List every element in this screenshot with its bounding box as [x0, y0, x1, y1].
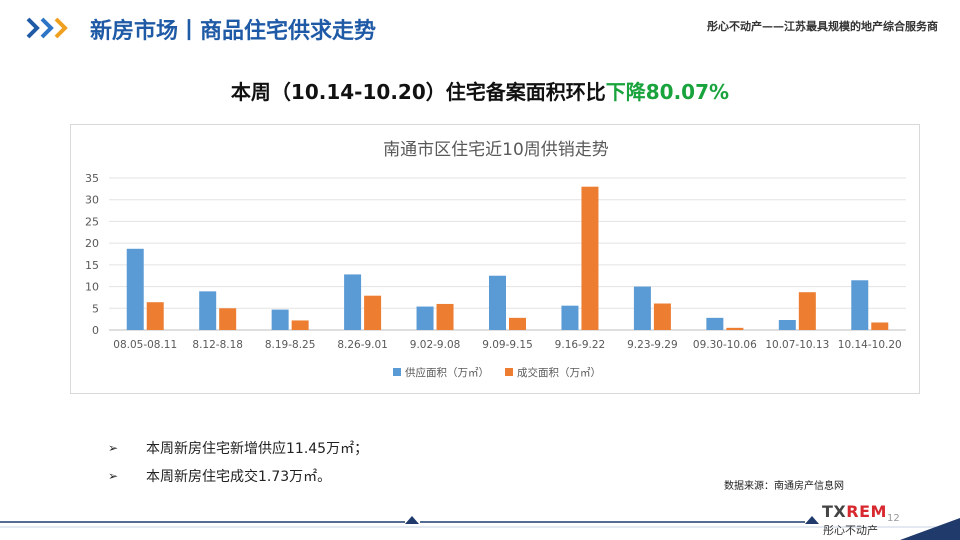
y-tick-label: 20 [85, 237, 99, 250]
y-tick-label: 10 [85, 281, 99, 294]
bar-supply [416, 306, 434, 330]
page-number: 12 [887, 513, 900, 524]
company-logo: TXREM [822, 502, 887, 521]
footer-decoration [0, 516, 960, 540]
bar-sales [726, 327, 744, 330]
legend-label: 供应面积（万㎡） [405, 366, 489, 379]
bar-supply [344, 274, 362, 330]
headline: 本周（10.14-10.20）住宅备案面积环比下降80.07% [0, 76, 960, 105]
data-source: 数据来源：南通房产信息网 [724, 481, 844, 492]
chart-legend: 供应面积（万㎡） 成交面积（万㎡） [393, 366, 601, 379]
bar-chart: 南通市区住宅近10周供销走势 0 5 10 15 20 25 30 35 08.05-08.1… [85, 140, 906, 379]
x-tick-label: 08.05-08.11 [113, 339, 177, 351]
x-tick-label: 9.23-9.29 [627, 339, 678, 351]
x-tick-label: 09.30-10.06 [693, 339, 757, 351]
x-tick-label: 8.12-8.18 [192, 339, 243, 351]
bullet-item: ➢ 本周新房住宅成交1.73万㎡。 [108, 462, 368, 490]
y-tick-label: 35 [85, 172, 99, 185]
bar-sales [581, 186, 599, 330]
header: 新房市场丨商品住宅供求走势 彤心不动产——江苏最具规模的地产综合服务商 [0, 0, 960, 58]
bar-supply [126, 248, 144, 330]
company-logo-text: 彤心不动产 [823, 524, 878, 537]
headline-highlight: 下降80.07% [605, 80, 730, 104]
bar-sales [653, 303, 671, 330]
bar-sales [219, 308, 237, 330]
bar-sales [291, 320, 309, 330]
bar-sales [364, 295, 382, 330]
bullet-text: 本周新房住宅新增供应11.45万㎡； [146, 441, 369, 457]
bar-supply [706, 317, 724, 330]
bar-sales [436, 303, 454, 330]
bar-supply [561, 305, 579, 330]
x-tick-label: 10.14-10.20 [838, 339, 902, 351]
bar-supply [851, 280, 869, 330]
chart-title: 南通市区住宅近10周供销走势 [383, 140, 609, 160]
bar-supply [199, 291, 217, 330]
bullet-item: ➢ 本周新房住宅新增供应11.45万㎡； [108, 434, 368, 462]
x-tick-label: 10.07-10.13 [765, 339, 829, 351]
legend-swatch [393, 368, 401, 376]
y-tick-label: 5 [92, 302, 99, 315]
chart-container: 南通市区住宅近10周供销走势 0 5 10 15 20 25 30 35 08.05-08.1… [70, 124, 920, 394]
bar-supply [633, 286, 651, 330]
bullet-arrow-icon: ➢ [108, 441, 119, 455]
bar-supply [778, 320, 796, 330]
bar-sales [509, 317, 526, 330]
y-tick-label: 30 [85, 194, 99, 207]
bullet-arrow-icon: ➢ [108, 469, 119, 483]
chart-bars [126, 186, 889, 330]
bar-sales [871, 322, 889, 330]
y-axis: 0 5 10 15 20 25 30 35 [85, 172, 99, 337]
bar-sales [798, 292, 816, 330]
chart-gridlines [109, 177, 906, 331]
y-tick-label: 25 [85, 215, 99, 228]
x-tick-label: 8.19-8.25 [265, 339, 316, 351]
x-tick-label: 9.02-9.08 [410, 339, 461, 351]
page-title: 新房市场丨商品住宅供求走势 [90, 19, 377, 44]
bar-supply [489, 275, 506, 330]
bar-supply [271, 309, 289, 330]
chevron-right-icon [26, 17, 68, 39]
x-tick-label: 9.09-9.15 [482, 339, 533, 351]
bullet-text: 本周新房住宅成交1.73万㎡。 [146, 469, 332, 485]
company-slogan: 彤心不动产——江苏最具规模的地产综合服务商 [707, 20, 938, 33]
bar-sales [146, 302, 164, 330]
x-tick-label: 8.26-9.01 [337, 339, 388, 351]
bullet-list: ➢ 本周新房住宅新增供应11.45万㎡； ➢ 本周新房住宅成交1.73万㎡。 [108, 434, 368, 490]
legend-label: 成交面积（万㎡） [517, 366, 601, 379]
headline-text: 本周（10.14-10.20）住宅备案面积环比 [230, 80, 606, 104]
x-tick-label: 9.16-9.22 [555, 339, 606, 351]
y-tick-label: 0 [92, 324, 99, 337]
x-axis: 08.05-08.11 8.12-8.18 8.19-8.25 8.26-9.01 9.… [113, 339, 901, 351]
y-tick-label: 15 [85, 259, 99, 272]
legend-swatch [505, 368, 513, 376]
